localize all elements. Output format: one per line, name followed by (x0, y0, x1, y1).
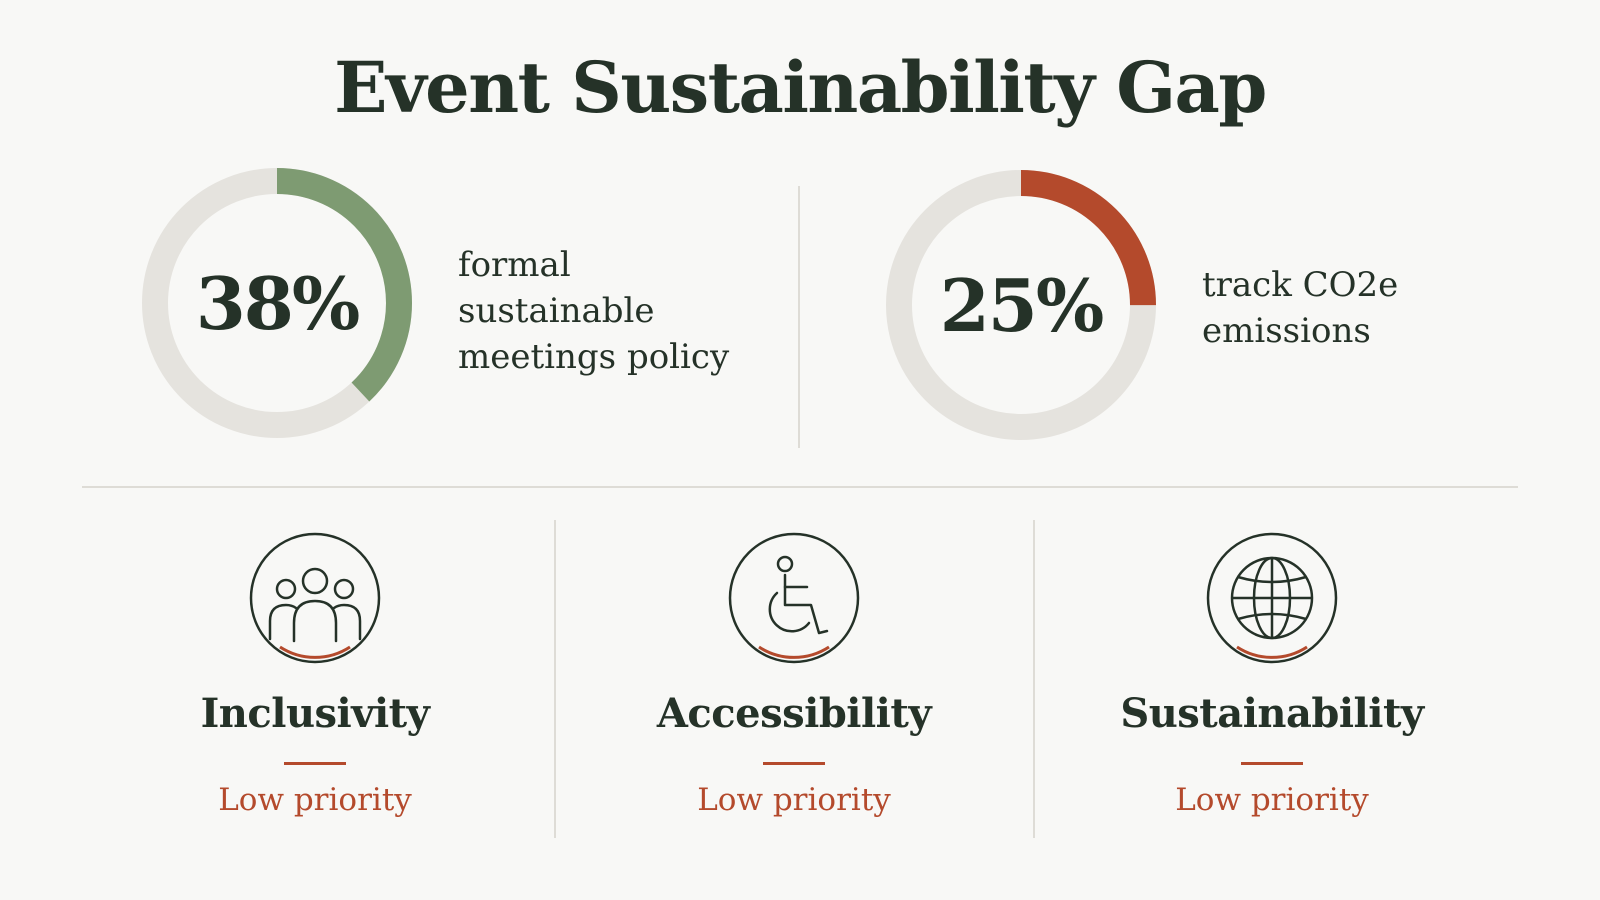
priority-underline (763, 762, 825, 765)
vertical-divider (1033, 520, 1035, 838)
priority-card-inclusivity: Inclusivity Low priority (125, 525, 505, 825)
people-group-icon (248, 531, 382, 665)
priority-status: Low priority (1175, 782, 1369, 818)
priority-name: Inclusivity (200, 690, 430, 737)
ring-fill (886, 170, 1156, 440)
priority-underline (284, 762, 346, 765)
progress-ring-co2e: 25% (880, 164, 1162, 446)
ring-fill (142, 168, 412, 438)
stat-policy: 38% formal sustainable meetings policy (136, 162, 836, 452)
vertical-divider (798, 186, 800, 448)
vertical-divider (554, 520, 556, 838)
stat-co2e: 25% track CO2e emissions (880, 162, 1580, 452)
wheelchair-icon (727, 531, 861, 665)
stat-label: formal sustainable meetings policy (458, 245, 730, 377)
progress-ring-graphic (142, 168, 412, 438)
priority-underline (1241, 762, 1303, 765)
stat-value: 38% (195, 260, 361, 346)
priority-name: Accessibility (656, 690, 932, 737)
globe-icon (1205, 531, 1339, 665)
progress-ring-policy: 38% (136, 162, 418, 444)
priority-card-accessibility: Accessibility Low priority (604, 525, 984, 825)
priority-status: Low priority (218, 782, 412, 818)
progress-ring-graphic (886, 170, 1156, 440)
priority-card-sustainability: Sustainability Low priority (1082, 525, 1462, 825)
horizontal-divider (82, 486, 1518, 488)
page-title: Event Sustainability Gap (334, 46, 1267, 129)
priority-status: Low priority (697, 782, 891, 818)
stat-label: track CO2e emissions (1202, 265, 1399, 351)
stat-value: 25% (939, 262, 1105, 348)
priority-name: Sustainability (1120, 690, 1424, 737)
